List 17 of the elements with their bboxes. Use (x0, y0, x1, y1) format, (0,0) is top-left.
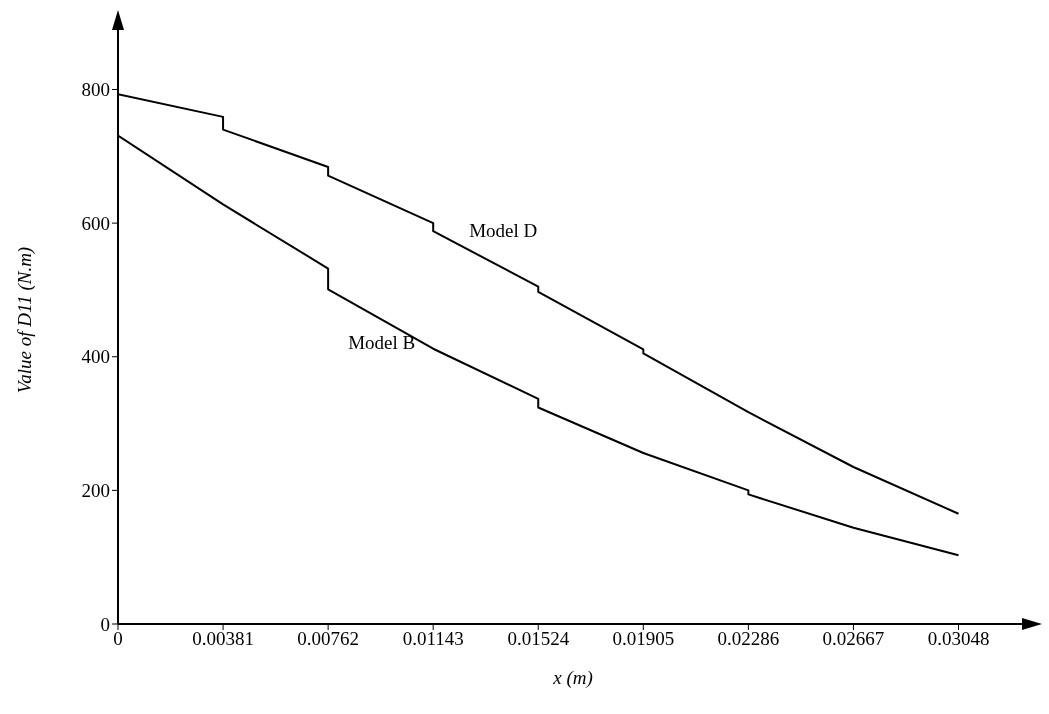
y-axis-title: Value of D11 (N.m) (13, 246, 36, 394)
x-tick-label: 0.01143 (402, 628, 464, 650)
y-tick-label: 800 (81, 79, 110, 101)
y-tick-label: 600 (81, 212, 110, 234)
x-tick-label: 0.01905 (612, 628, 675, 650)
x-tick-label: 0.02286 (717, 628, 780, 650)
x-tick-label: 0.00381 (192, 628, 254, 650)
series-label: Model B (348, 331, 416, 353)
y-tick-label: 400 (81, 346, 110, 368)
x-axis-title: x (m) (552, 667, 593, 689)
x-tick-label: 0.01524 (507, 628, 570, 650)
x-tick-label: 0.00762 (297, 628, 359, 650)
y-tick-label: 0 (100, 613, 110, 635)
x-tick-label: 0.02667 (822, 628, 885, 650)
series-label: Model D (469, 220, 538, 242)
x-tick-label: 0.03048 (927, 628, 990, 650)
y-tick-label: 200 (81, 480, 110, 502)
